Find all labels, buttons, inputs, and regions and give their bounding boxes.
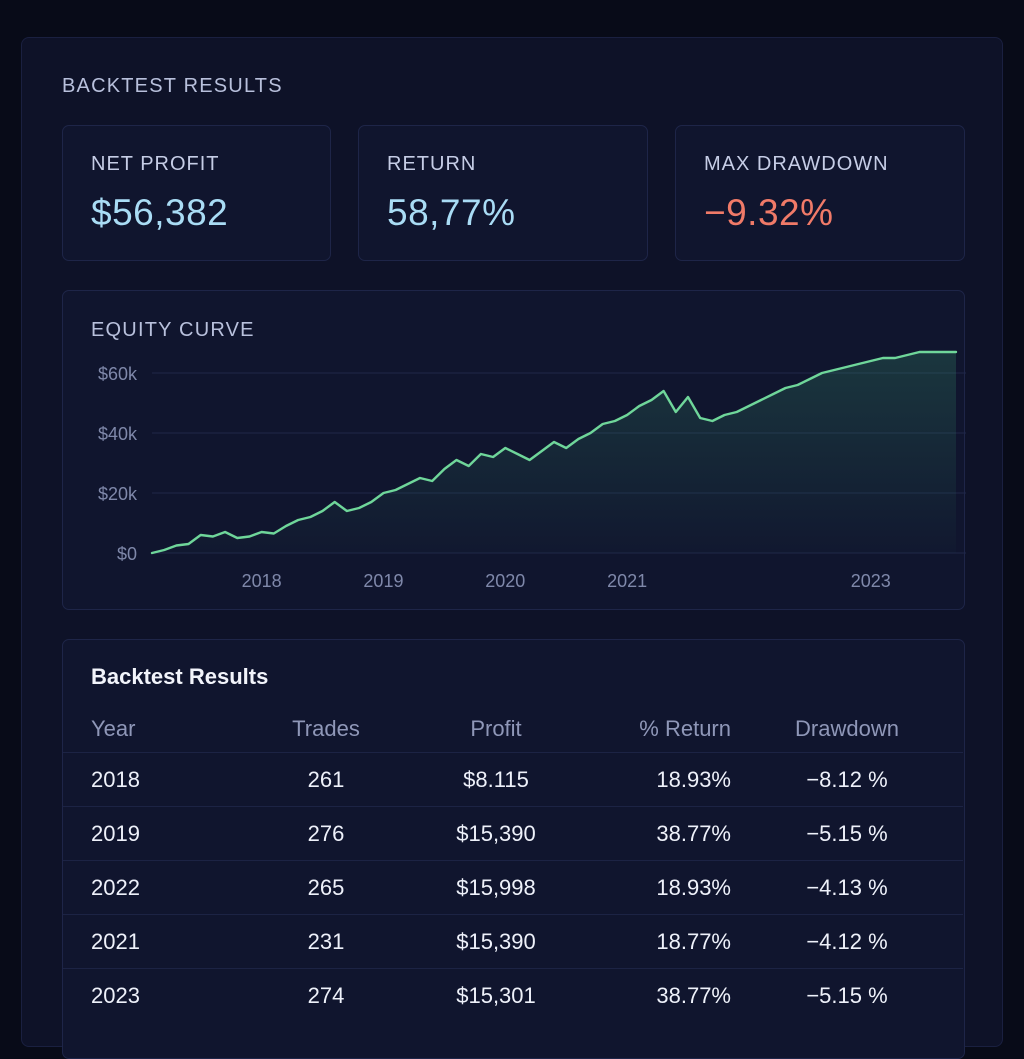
cell-drawdown: −5.15 % — [731, 806, 963, 861]
column-header-year[interactable]: Year — [91, 716, 136, 741]
table-row: 2021 231 $15,390 18.77% −4.12 % — [63, 914, 963, 969]
y-tick-label: $60k — [98, 364, 138, 384]
cell-profit: $15,390 — [411, 914, 581, 969]
cell-drawdown: −8.12 % — [731, 752, 963, 807]
page-title: BACKTEST RESULTS — [62, 75, 283, 97]
y-tick-label: $40k — [98, 424, 138, 444]
equity-curve-card: EQUITY CURVE $0 $20k $40k $60k 2018 2019 2020 2… — [62, 290, 966, 610]
cell-drawdown: −4.13 % — [731, 860, 963, 915]
cell-return: 38.77% — [581, 806, 731, 861]
results-table-card: Backtest Results Year Trades Profit % Re… — [62, 639, 965, 1059]
net-profit-label: NET PROFIT — [91, 153, 220, 175]
cell-profit: $15,390 — [411, 806, 581, 861]
return-label: RETURN — [387, 153, 477, 175]
cell-year: 2023 — [63, 968, 241, 1022]
cell-trades: 276 — [241, 806, 411, 861]
x-tick-label: 2018 — [242, 571, 282, 591]
column-header-drawdown[interactable]: Drawdown — [795, 716, 899, 741]
cell-drawdown: −5.15 % — [731, 968, 963, 1022]
x-tick-label: 2023 — [851, 571, 891, 591]
results-table: Year Trades Profit % Return Drawdown 201… — [63, 706, 963, 1022]
table-row: 2018 261 $8.115 18.93% −8.12 % — [63, 752, 963, 807]
cell-profit: $15,301 — [411, 968, 581, 1022]
net-profit-card: NET PROFIT $56,382 — [62, 125, 331, 261]
equity-area — [152, 352, 956, 553]
max-drawdown-value: −9.32% — [704, 192, 834, 233]
return-card: RETURN 58,77% — [358, 125, 648, 261]
cell-trades: 274 — [241, 968, 411, 1022]
cell-trades: 265 — [241, 860, 411, 915]
cell-year: 2019 — [63, 806, 241, 861]
results-table-title: Backtest Results — [91, 664, 269, 689]
cell-drawdown: −4.12 % — [731, 914, 963, 969]
cell-trades: 261 — [241, 752, 411, 807]
equity-line — [150, 350, 958, 555]
x-tick-label: 2020 — [485, 571, 525, 591]
table-header-row: Year Trades Profit % Return Drawdown — [63, 706, 963, 753]
backtest-panel: BACKTEST RESULTS NET PROFIT $56,382 RETU… — [21, 37, 1003, 1059]
table-row: 2023 274 $15,301 38.77% −5.15 % — [63, 968, 963, 1022]
column-header-trades[interactable]: Trades — [292, 716, 360, 741]
x-tick-label: 2021 — [607, 571, 647, 591]
cell-trades: 231 — [241, 914, 411, 969]
equity-curve-chart: $0 $20k $40k $60k 2018 2019 2020 2021 2023 — [98, 350, 966, 591]
cell-return: 18.93% — [581, 860, 731, 915]
return-value: 58,77% — [387, 192, 516, 233]
table-row: 2019 276 $15,390 38.77% −5.15 % — [63, 806, 963, 861]
cell-year: 2018 — [63, 752, 241, 807]
cell-return: 18.77% — [581, 914, 731, 969]
cell-year: 2021 — [63, 914, 241, 969]
column-header-profit[interactable]: Profit — [470, 716, 522, 741]
max-drawdown-label: MAX DRAWDOWN — [704, 153, 889, 175]
table-row: 2022 265 $15,998 18.93% −4.13 % — [63, 860, 963, 915]
net-profit-value: $56,382 — [91, 192, 229, 233]
y-tick-label: $0 — [117, 544, 137, 564]
x-tick-label: 2019 — [363, 571, 403, 591]
column-header-return[interactable]: % Return — [639, 716, 731, 741]
y-tick-label: $20k — [98, 484, 138, 504]
cell-year: 2022 — [63, 860, 241, 915]
cell-profit: $8.115 — [411, 752, 581, 807]
cell-return: 38.77% — [581, 968, 731, 1022]
cell-return: 18.93% — [581, 752, 731, 807]
max-drawdown-card: MAX DRAWDOWN −9.32% — [675, 125, 965, 261]
equity-curve-title: EQUITY CURVE — [91, 319, 255, 341]
cell-profit: $15,998 — [411, 860, 581, 915]
